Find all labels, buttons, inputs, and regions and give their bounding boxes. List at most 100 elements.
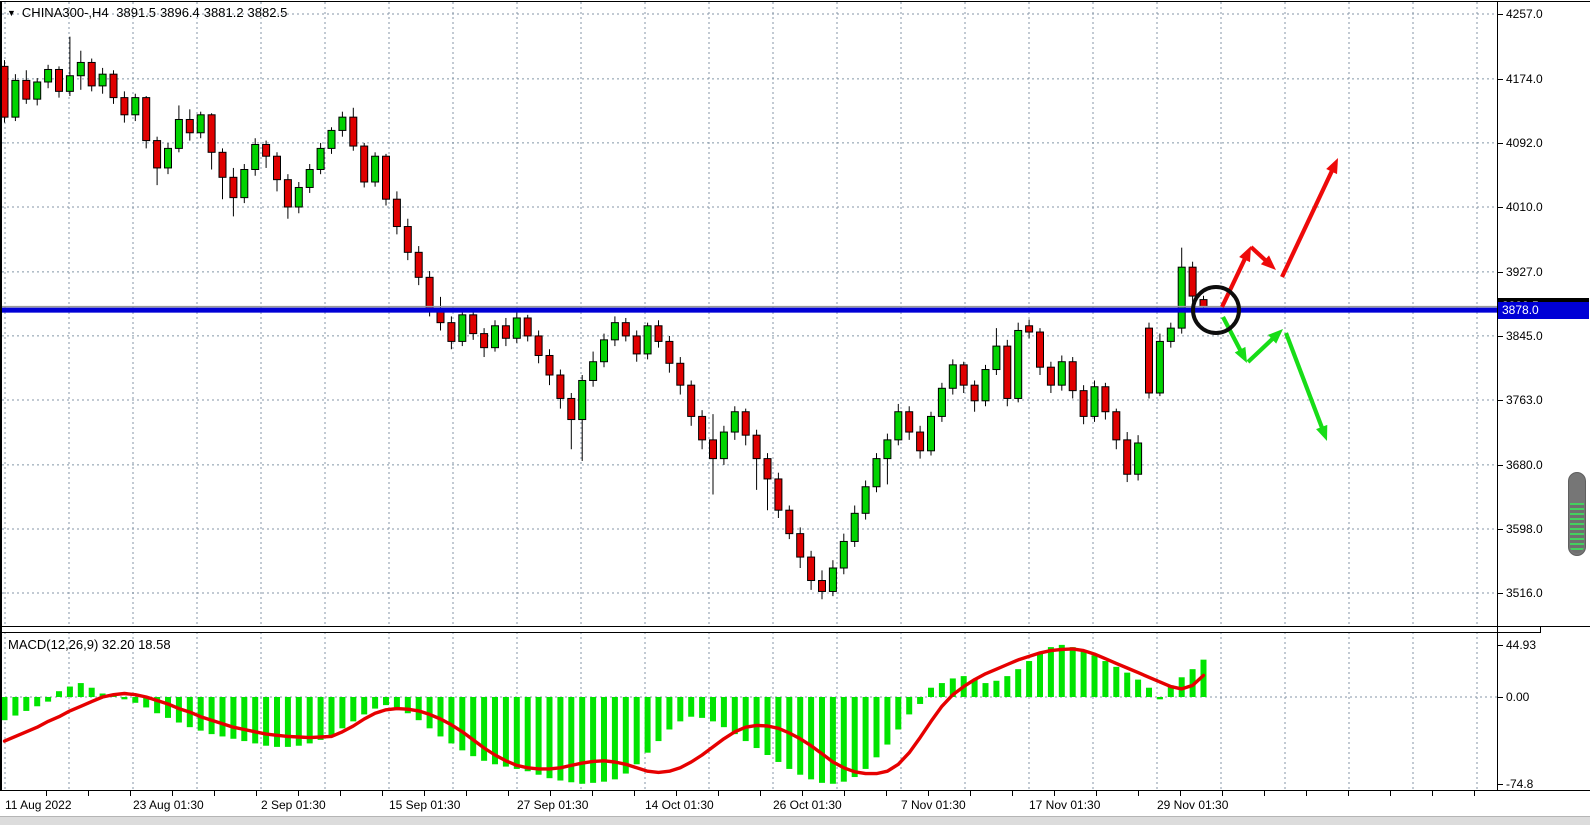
candle-bullish bbox=[861, 486, 870, 514]
price-axis-label: -74.8 bbox=[1506, 776, 1534, 791]
time-axis-tick bbox=[1012, 791, 1013, 796]
macd-indicator-label: MACD(12,26,9) 32.20 18.58 bbox=[8, 637, 171, 652]
annotation-arrow-shaft[interactable] bbox=[1221, 316, 1244, 354]
candle-bearish bbox=[621, 322, 630, 337]
scrollbar-stripes bbox=[1570, 503, 1584, 553]
panel-separator-bottom[interactable] bbox=[0, 632, 1540, 633]
annotation-arrowhead[interactable] bbox=[1260, 255, 1276, 270]
annotation-arrowhead[interactable] bbox=[1316, 424, 1328, 441]
candle-bearish bbox=[959, 364, 968, 386]
candle-bearish bbox=[207, 114, 216, 153]
time-axis-tick bbox=[886, 791, 887, 796]
time-axis-tick bbox=[802, 791, 803, 796]
price-chart-canvas[interactable] bbox=[0, 0, 1497, 626]
left-border bbox=[0, 1, 2, 790]
macd-histogram-bar bbox=[274, 697, 280, 747]
candle-bearish bbox=[109, 73, 118, 99]
macd-histogram-bar bbox=[208, 697, 215, 735]
macd-scale[interactable]: 44.93 0.00 -74.8 bbox=[1497, 632, 1590, 791]
macd-histogram-bar bbox=[154, 697, 161, 714]
candle-bullish bbox=[600, 339, 608, 363]
horizontal-line-3878[interactable] bbox=[0, 307, 1497, 313]
candle-bullish bbox=[294, 186, 303, 208]
macd-histogram-bar bbox=[873, 697, 880, 758]
annotation-arrowhead[interactable] bbox=[1267, 329, 1283, 344]
candle-bearish bbox=[414, 251, 423, 278]
time-scale[interactable]: 11 Aug 2022 23 Aug 01:30 2 Sep 01:30 15 Sep… bbox=[0, 791, 1590, 816]
candle-bearish bbox=[469, 314, 478, 335]
candle-bullish bbox=[458, 314, 467, 342]
macd-histogram-bar bbox=[568, 697, 575, 783]
axis-tick bbox=[1497, 528, 1503, 530]
candle-bullish bbox=[44, 68, 53, 83]
annotation-arrowhead[interactable] bbox=[1234, 346, 1247, 363]
annotation-arrowhead[interactable] bbox=[1326, 158, 1338, 175]
candle-bullish bbox=[338, 116, 347, 131]
price-axis-label: 4174.0 bbox=[1506, 71, 1543, 86]
candle-bearish bbox=[654, 325, 663, 342]
macd-histogram-bar bbox=[851, 697, 858, 778]
price-axis-label: 3516.0 bbox=[1506, 586, 1543, 601]
macd-histogram-bar bbox=[77, 683, 84, 697]
annotation-arrow-shaft[interactable] bbox=[1249, 245, 1269, 264]
macd-histogram-bar bbox=[546, 697, 553, 779]
macd-histogram-bar bbox=[513, 697, 520, 769]
candle-bullish bbox=[948, 364, 957, 389]
macd-histogram-bar bbox=[481, 697, 488, 761]
price-axis-label: 3680.0 bbox=[1506, 457, 1543, 472]
time-axis-tick bbox=[1180, 791, 1181, 796]
macd-histogram-bar bbox=[1167, 685, 1174, 697]
time-axis-tick bbox=[718, 791, 719, 796]
candle-bullish bbox=[76, 61, 85, 77]
dropdown-triangle-icon[interactable]: ▼ bbox=[7, 8, 16, 18]
time-axis-tick bbox=[1264, 791, 1265, 796]
macd-histogram-bar bbox=[819, 697, 825, 783]
macd-histogram-bar bbox=[666, 697, 673, 730]
annotation-arrow-shaft[interactable] bbox=[1280, 167, 1335, 278]
time-axis-tick bbox=[130, 791, 131, 796]
candle-bearish bbox=[1046, 366, 1055, 386]
candle-bearish bbox=[1112, 411, 1121, 441]
macd-histogram-bar bbox=[884, 697, 891, 745]
annotation-circle[interactable] bbox=[1191, 285, 1241, 335]
candle-bearish bbox=[556, 374, 565, 399]
macd-histogram-bar bbox=[1113, 666, 1120, 697]
price-axis-label: 3598.0 bbox=[1506, 521, 1543, 536]
macd-histogram-bar bbox=[1135, 679, 1142, 697]
price-scale[interactable]: 4257.0 4174.0 4092.0 4010.0 3927.0 3845.0 3763… bbox=[1497, 0, 1590, 790]
time-axis-tick bbox=[46, 791, 47, 796]
axis-tick bbox=[1497, 142, 1503, 144]
macd-histogram-bar bbox=[1037, 652, 1043, 697]
axis-tick bbox=[1497, 335, 1503, 337]
candle-bullish bbox=[872, 458, 881, 488]
candle-bearish bbox=[1188, 266, 1197, 297]
macd-panel-canvas[interactable] bbox=[0, 632, 1497, 790]
macd-histogram-bar bbox=[797, 697, 804, 775]
macd-histogram-bar bbox=[56, 691, 62, 697]
macd-histogram-bar bbox=[404, 697, 411, 714]
candle-bullish bbox=[316, 147, 325, 170]
macd-histogram-bar bbox=[219, 697, 226, 737]
annotation-arrow-shaft[interactable] bbox=[1284, 332, 1325, 431]
scrollbar-thumb[interactable] bbox=[1568, 472, 1586, 556]
candle-bullish bbox=[883, 439, 892, 460]
macd-histogram-bar bbox=[437, 697, 444, 737]
symbol-title: ▼ CHINA300-,H4 3891.5 3896.4 3881.2 3882.5 bbox=[7, 5, 291, 20]
annotation-arrow-shaft[interactable] bbox=[1220, 255, 1248, 308]
candle-bullish bbox=[1177, 266, 1186, 329]
time-axis-tick bbox=[1054, 791, 1055, 796]
time-axis-tick bbox=[844, 791, 845, 796]
macd-histogram-bar bbox=[448, 697, 455, 744]
candle-bullish bbox=[981, 369, 990, 402]
panel-separator-top[interactable] bbox=[0, 626, 1590, 627]
macd-histogram-bar bbox=[917, 697, 924, 704]
candle-bullish bbox=[305, 168, 314, 188]
candle-bullish bbox=[251, 143, 260, 170]
annotation-arrowhead[interactable] bbox=[1239, 246, 1251, 263]
macd-histogram-bar bbox=[579, 697, 586, 784]
price-axis-label: 0.00 bbox=[1506, 690, 1530, 704]
macd-histogram-bar bbox=[372, 697, 379, 709]
time-axis-tick bbox=[1096, 791, 1097, 796]
candle-bullish bbox=[240, 168, 249, 199]
annotation-arrow-shaft[interactable] bbox=[1246, 335, 1276, 364]
